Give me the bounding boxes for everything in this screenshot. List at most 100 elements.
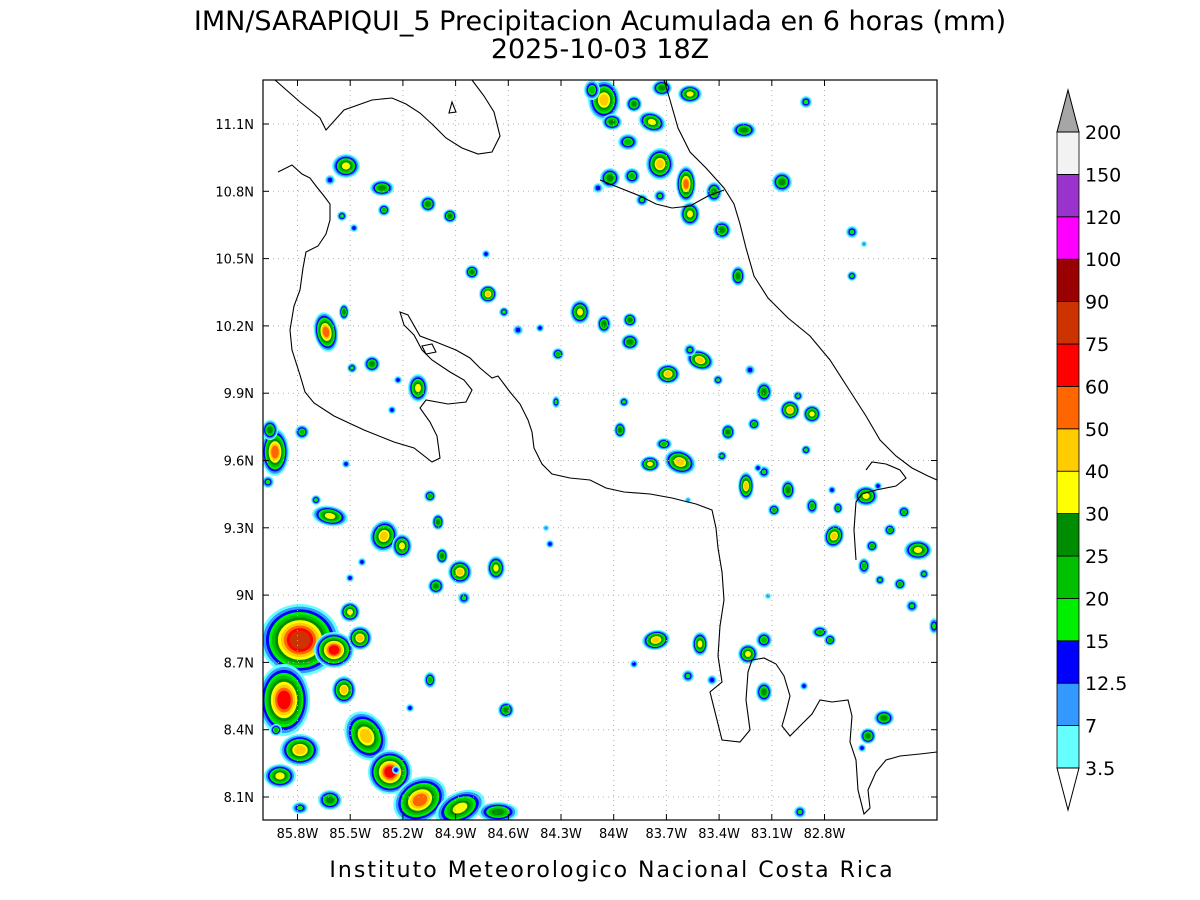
lon-tick-label: 83.7W (645, 827, 687, 842)
colorbar-label: 100 (1085, 249, 1121, 271)
rain-cell (738, 644, 758, 664)
colorbar-swatch (1056, 682, 1080, 727)
rain-cell (754, 464, 762, 472)
rain-cell (621, 334, 639, 350)
rain-cell (706, 182, 722, 202)
rain-cell (348, 626, 372, 650)
rain-cell (263, 428, 289, 476)
colorbar-label: 90 (1085, 292, 1109, 314)
rain-cell (854, 486, 878, 506)
rain-cell (346, 574, 354, 582)
rain-cell (824, 634, 836, 646)
rain-cell (347, 363, 357, 373)
lat-tick-label: 10.8N (215, 185, 254, 200)
lat-tick-label: 9.9N (224, 387, 254, 402)
rain-cell (846, 226, 858, 238)
rain-cell (570, 300, 590, 324)
colorbar-over-arrow (1056, 88, 1080, 133)
rain-cell (884, 524, 896, 536)
rain-cell (828, 486, 836, 494)
rain-cell (707, 675, 717, 685)
rain-cell (833, 502, 843, 514)
colorbar-label: 12.5 (1085, 673, 1127, 695)
rain-cell (311, 495, 321, 505)
rain-cell (584, 80, 600, 100)
rain-cell (847, 271, 857, 281)
rain-cell (713, 221, 731, 239)
rain-cell (748, 418, 760, 430)
rain-cell (781, 480, 795, 500)
footer-credit: Instituto Meteorologico Nacional Costa R… (329, 858, 894, 883)
colorbar-label: 30 (1085, 504, 1109, 526)
rain-cell (646, 148, 674, 180)
grid-lines (263, 80, 937, 820)
rain-cell (680, 202, 700, 226)
latitude-axis: 11.1N 10.8N 10.5N 10.2N 9.9N 9.6N 9.3N 9N 8.7N 8.… (215, 118, 937, 806)
colorbar-swatch (1056, 598, 1080, 642)
rain-cell (717, 451, 727, 461)
rain-cell (772, 172, 792, 192)
lat-tick-label: 8.1N (224, 791, 254, 806)
rain-cell (894, 578, 906, 590)
colorbar-label: 150 (1085, 164, 1121, 186)
colorbar-swatch (1056, 173, 1080, 218)
rain-cell (600, 168, 620, 188)
rain-cell (368, 750, 412, 794)
colorbar-label: 3.5 (1085, 758, 1115, 780)
rain-cell (602, 114, 622, 130)
rain-cell (465, 265, 479, 279)
lat-tick-label: 9N (236, 589, 254, 604)
rain-cell (424, 490, 436, 502)
colorbar-swatch (1056, 131, 1080, 175)
lat-tick-label: 8.4N (224, 724, 254, 739)
rain-cell (732, 122, 756, 138)
lat-tick-label: 8.7N (224, 656, 254, 671)
colorbar-swatch (1056, 301, 1080, 345)
rain-cell (318, 790, 342, 810)
colorbar-swatch (1056, 640, 1080, 684)
rain-cell (682, 670, 694, 682)
rain-cell (664, 449, 696, 475)
rain-cell (498, 702, 514, 718)
colorbar-legend: 3.5 7 12.5 15 20 25 30 40 50 60 75 90 100 120 150 200 (1056, 88, 1127, 812)
rain-cell (630, 660, 638, 668)
rain-cell (823, 524, 845, 548)
colorbar-label: 120 (1085, 207, 1121, 229)
rain-cell (552, 348, 564, 360)
rain-cell (479, 285, 497, 303)
lon-tick-label: 84W (599, 827, 629, 842)
rain-cell (546, 540, 554, 548)
rain-cell (768, 504, 780, 516)
rain-cell (393, 776, 447, 820)
rain-cell (640, 456, 660, 472)
rain-cell (264, 764, 296, 788)
rain-cell (793, 391, 803, 401)
lat-tick-label: 9.6N (224, 455, 254, 470)
rain-cell (686, 349, 714, 371)
rain-cell (624, 168, 640, 184)
map-title: IMN/SARAPIQUI_5 Precipitacion Acumulada … (194, 6, 1006, 37)
rain-cell (332, 154, 360, 178)
rain-cell (263, 476, 274, 488)
rain-cell (656, 364, 680, 384)
rain-cell (713, 375, 723, 385)
rain-cell (280, 734, 320, 766)
rain-cell (432, 514, 444, 530)
rain-cell (800, 96, 812, 108)
rain-cell (436, 548, 448, 564)
rain-cell (619, 397, 629, 407)
rain-cell (756, 632, 772, 648)
rain-cell (406, 704, 414, 712)
rain-cell (874, 482, 882, 490)
rain-cell (443, 209, 457, 223)
rain-cell (344, 711, 388, 761)
rain-cell (858, 744, 866, 752)
rain-cell (350, 224, 358, 232)
rain-cell (656, 438, 672, 450)
rain-cell (370, 180, 394, 196)
rain-cell (499, 307, 509, 317)
rain-cell (800, 682, 808, 690)
rain-cell (378, 204, 390, 216)
map-date: 2025-10-03 18Z (491, 34, 709, 65)
rain-cell (756, 682, 772, 702)
